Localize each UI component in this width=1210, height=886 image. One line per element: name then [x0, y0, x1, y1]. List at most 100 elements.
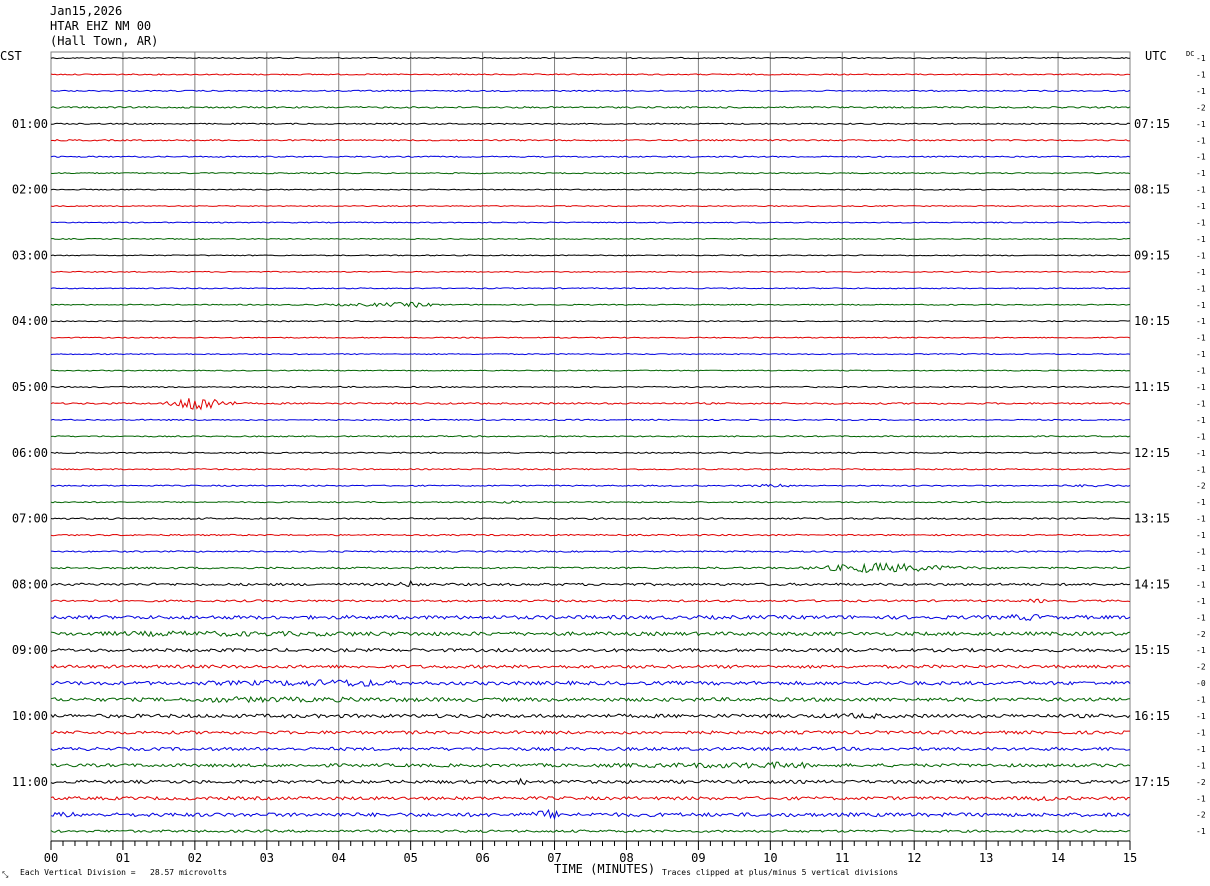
x-tick-label: 06	[475, 851, 489, 865]
dc-offset-label: -1	[1196, 432, 1206, 441]
dc-offset-label: -1	[1196, 169, 1206, 178]
right-hour-label: 13:15	[1134, 512, 1170, 526]
dc-offset-label: -1	[1196, 268, 1206, 277]
x-axis-title: TIME (MINUTES)	[554, 862, 655, 876]
trace-line	[50, 205, 1130, 208]
trace-line	[50, 468, 1131, 471]
trace-line	[50, 435, 1131, 438]
time-gridlines	[122, 52, 1059, 841]
x-tick-label: 07	[547, 851, 561, 865]
trace-line	[50, 829, 1131, 833]
trace-line	[50, 795, 1131, 802]
right-hour-label: 07:15	[1134, 117, 1170, 131]
left-hour-label: 05:00	[12, 380, 48, 394]
trace-line	[50, 579, 1131, 587]
left-hour-label: 04:00	[12, 314, 48, 328]
dc-offset-label: -1	[1196, 613, 1206, 622]
dc-offset-label: -1	[1196, 54, 1206, 63]
dc-offset-label: -1	[1196, 794, 1206, 803]
dc-offset-label: -1	[1196, 399, 1206, 408]
trace-line	[50, 122, 1131, 125]
dc-offset-label: -1	[1196, 712, 1206, 721]
dc-offset-label: -1	[1196, 597, 1206, 606]
dc-offset-label: -1	[1196, 564, 1206, 573]
trace-line	[50, 451, 1131, 454]
trace-line	[50, 270, 1131, 273]
dc-offset-labels: -1 -1 -1 -2 -1 -1 -1 -1 -1 -1 -1 -1 -1 -1 -1 -1 -1 -1 -1 -1…	[1196, 54, 1206, 836]
dc-offset-label: -1	[1196, 136, 1206, 145]
x-tick-label: 10	[763, 851, 777, 865]
dc-offset-label: -1	[1196, 284, 1206, 293]
dc-offset-label: -1	[1196, 515, 1206, 524]
trace-line	[50, 598, 1131, 604]
trace-line	[50, 418, 1131, 422]
left-hour-labels: 01:00 02:00 03:00 04:00 05:00 06:00 07:00 08:00…	[12, 117, 48, 789]
dc-offset-label: -2	[1196, 482, 1206, 491]
trace-line	[50, 808, 1131, 820]
left-hour-label: 10:00	[12, 709, 48, 723]
date-label: Jan15,2026	[50, 4, 122, 18]
trace-line	[50, 369, 1131, 372]
left-hour-label: 02:00	[12, 183, 48, 197]
right-hour-label: 17:15	[1134, 775, 1170, 789]
dc-offset-label: -1	[1196, 334, 1206, 343]
dc-offset-label: -1	[1196, 202, 1206, 211]
station-label: HTAR EHZ NM 00	[50, 19, 151, 33]
trace-line	[50, 561, 1131, 574]
left-hour-label: 08:00	[12, 577, 48, 591]
dc-offset-label: -2	[1196, 663, 1206, 672]
trace-line	[50, 320, 1131, 323]
dc-offset-label: -1	[1196, 416, 1206, 425]
dc-offset-label: -2	[1196, 811, 1206, 820]
left-hour-label: 07:00	[12, 512, 48, 526]
left-hour-label: 09:00	[12, 643, 48, 657]
trace-line	[50, 777, 1130, 786]
dc-offset-label: -1	[1196, 548, 1206, 557]
dc-offset-label: -1	[1196, 367, 1206, 376]
dc-offset-label: -1	[1196, 235, 1206, 244]
left-hour-label: 01:00	[12, 117, 48, 131]
trace-line	[50, 761, 1131, 770]
left-hour-label: 06:00	[12, 446, 48, 460]
dc-offset-label: -1	[1196, 498, 1206, 507]
trace-line	[50, 188, 1131, 191]
trace-line	[50, 385, 1131, 389]
clip-note: Traces clipped at plus/minus 5 vertical …	[662, 868, 898, 877]
x-tick-label: 09	[691, 851, 705, 865]
right-hour-label: 09:15	[1134, 248, 1170, 262]
right-timezone-label: UTC	[1145, 49, 1167, 63]
x-tick-label: 11	[835, 851, 849, 865]
trace-line	[50, 746, 1131, 752]
dc-offset-label: -1	[1196, 827, 1206, 836]
x-tick-label: 14	[1051, 851, 1065, 865]
x-tick-label: 13	[979, 851, 993, 865]
dc-offset-label: -1	[1196, 745, 1206, 754]
dc-offset-label: -1	[1196, 646, 1206, 655]
trace-line	[51, 221, 1131, 224]
dc-offset-label: -1	[1196, 580, 1206, 589]
x-tick-label: 15	[1123, 851, 1137, 865]
trace-line	[50, 336, 1131, 339]
right-hour-label: 11:15	[1134, 380, 1170, 394]
x-tick-label: 05	[403, 851, 417, 865]
dc-offset-label: -1	[1196, 383, 1206, 392]
dc-offset-label: -0	[1196, 679, 1206, 688]
trace-line	[50, 155, 1131, 158]
trace-line	[50, 301, 1131, 308]
dc-offset-label: -1	[1196, 350, 1206, 359]
trace-line	[50, 287, 1131, 290]
trace-line	[50, 56, 1131, 60]
trace-line	[50, 353, 1131, 356]
trace-line	[50, 254, 1131, 257]
dc-offset-label: -2	[1196, 630, 1206, 639]
trace-line	[50, 729, 1130, 735]
dc-offset-label: -1	[1196, 317, 1206, 326]
dc-offset-label: -1	[1196, 120, 1206, 129]
trace-line	[50, 398, 1131, 411]
dc-offset-label: -1	[1196, 531, 1206, 540]
trace-line	[50, 630, 1131, 638]
trace-line	[50, 613, 1131, 621]
trace-line	[50, 139, 1131, 142]
time-axis: 00 01 02 03 04 05 06 07 08 09 10 11 12 13 14 15	[44, 840, 1137, 865]
